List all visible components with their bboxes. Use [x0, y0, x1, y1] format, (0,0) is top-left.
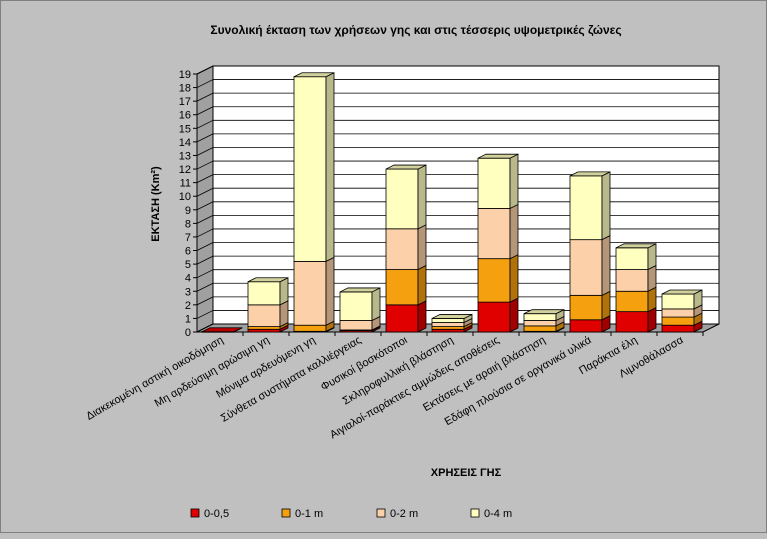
- bar-segment: [615, 264, 657, 292]
- y-tick-label: 16: [179, 110, 191, 122]
- y-tick-label: 8: [185, 218, 191, 230]
- legend-swatch: [470, 508, 480, 518]
- bar-top: [661, 289, 703, 295]
- y-tick-label: 13: [179, 150, 191, 162]
- y-tick-label: 5: [185, 259, 191, 271]
- plot-area: 012345678910111213141516171819Διακεκομέν…: [84, 65, 720, 441]
- x-tick-label: Αιγιαλοί-παράκτιες αμμώδεις αποθέσεις: [328, 334, 502, 441]
- y-tick-label: 3: [185, 286, 191, 298]
- bar-segment: [477, 203, 519, 260]
- bar-segment: [247, 300, 289, 328]
- bar-segment: [569, 315, 611, 333]
- legend-label: 0-4 m: [484, 508, 512, 520]
- bar-top: [431, 314, 473, 319]
- y-axis-label: ΕΚΤΑΣΗ (Km²): [150, 166, 162, 242]
- bar-segment: [661, 289, 703, 310]
- legend-swatch: [190, 508, 200, 518]
- bar-segment: [569, 171, 611, 241]
- y-tick-label: 14: [179, 137, 191, 149]
- gridline-side: [196, 255, 214, 265]
- bar-segment: [385, 164, 427, 230]
- gridline-side: [196, 228, 214, 238]
- bar-top: [385, 164, 427, 170]
- y-tick-label: 15: [179, 123, 191, 135]
- bar-segment: [247, 277, 289, 306]
- y-tick-label: 4: [185, 273, 191, 285]
- gridline-side: [196, 242, 214, 251]
- gridline-side: [196, 106, 214, 116]
- legend-item: 0-4 m: [470, 508, 512, 520]
- gridline-side: [196, 269, 214, 279]
- bar-top: [247, 277, 289, 283]
- bar-top: [339, 287, 381, 293]
- legend-label: 0-0,5: [204, 508, 229, 520]
- gridline-side: [196, 119, 214, 129]
- y-tick-label: 18: [179, 83, 191, 95]
- bar-segment: [385, 264, 427, 306]
- bar-segment: [293, 256, 335, 326]
- bar-top: [293, 72, 335, 78]
- bar-segment: [385, 300, 427, 333]
- legend-item: 0-0,5: [190, 508, 229, 520]
- side-wall: [196, 65, 214, 333]
- gridline-side: [196, 282, 214, 292]
- legend-item: 0-1 m: [281, 508, 323, 520]
- y-tick-label: 11: [180, 178, 191, 190]
- bar-top: [523, 309, 565, 315]
- y-tick-label: 19: [179, 69, 191, 81]
- gridline-side: [196, 215, 214, 224]
- bar-top: [615, 243, 657, 249]
- legend-label: 0-2 m: [390, 508, 418, 520]
- y-tick-label: 2: [185, 300, 191, 312]
- bar-segment: [293, 72, 335, 263]
- gridline-side: [196, 79, 214, 88]
- y-tick-label: 7: [185, 232, 191, 244]
- gridline-side: [196, 92, 214, 102]
- bar-segment: [569, 235, 611, 296]
- bar-top: [569, 171, 611, 177]
- legend-label: 0-1 m: [295, 508, 323, 520]
- y-tick-label: 10: [179, 191, 191, 203]
- bar-segment: [339, 287, 381, 322]
- bar-top: [477, 153, 519, 159]
- x-axis-label: ΧΡΗΣΕΙΣ ΓΗΣ: [431, 467, 502, 479]
- y-tick-label: 0: [185, 327, 191, 339]
- legend: 0-0,5 0-1 m 0-2 m 0-4 m: [190, 508, 512, 520]
- y-tick-label: 17: [179, 96, 191, 108]
- legend-swatch: [376, 508, 386, 518]
- bar-top: [201, 327, 243, 333]
- gridline-side: [196, 201, 214, 211]
- y-tick-label: 9: [185, 205, 191, 217]
- bar-segment: [477, 254, 519, 303]
- y-tick-label: 12: [179, 164, 191, 176]
- gridline-side: [196, 310, 214, 319]
- gridline-side: [196, 187, 214, 197]
- bar-segment: [569, 290, 611, 321]
- legend-swatch: [281, 508, 291, 518]
- legend-item: 0-2 m: [376, 508, 418, 520]
- chart-title: Συνολική έκταση των χρήσεων γης και στις…: [210, 23, 621, 37]
- gridline-side: [196, 160, 214, 170]
- bar-segment: [385, 224, 427, 271]
- gridline-side: [196, 133, 214, 143]
- gridline-side: [196, 296, 214, 306]
- gridline-side: [196, 174, 214, 183]
- gridline-side: [196, 147, 214, 156]
- gridline-side: [196, 65, 214, 75]
- y-tick-label: 1: [185, 313, 191, 325]
- bar-segment: [477, 153, 519, 210]
- y-tick-label: 6: [185, 246, 191, 258]
- bar-segment: [477, 297, 519, 333]
